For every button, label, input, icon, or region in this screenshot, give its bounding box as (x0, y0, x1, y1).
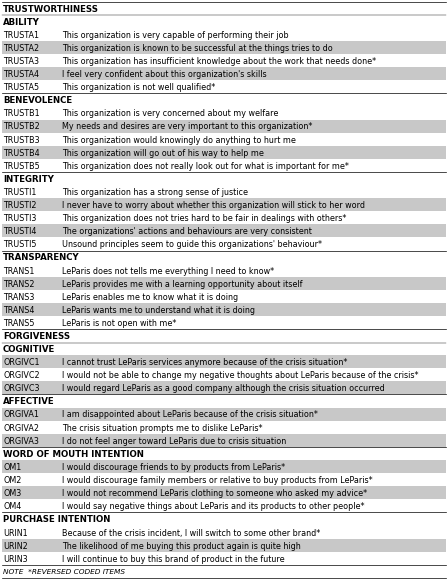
Text: This organization has insufficient knowledge about the work that needs done*: This organization has insufficient knowl… (62, 57, 376, 66)
Text: TRANS1: TRANS1 (3, 267, 34, 276)
Text: TRUSTI3: TRUSTI3 (3, 214, 36, 223)
Text: TRUSTB1: TRUSTB1 (3, 110, 40, 118)
Text: This organization is very concerned about my welfare: This organization is very concerned abou… (62, 110, 278, 118)
Text: ORGIVA2: ORGIVA2 (3, 423, 39, 433)
Bar (2, 461, 446, 473)
Bar (2, 539, 446, 552)
Text: The crisis situation prompts me to dislike LeParis*: The crisis situation prompts me to disli… (62, 423, 262, 433)
Text: This organization does not tries hard to be fair in dealings with others*: This organization does not tries hard to… (62, 214, 346, 223)
Text: The likelihood of me buying this product again is quite high: The likelihood of me buying this product… (62, 542, 301, 550)
Text: OM1: OM1 (3, 463, 21, 472)
Bar (2, 224, 446, 237)
Bar (2, 146, 446, 159)
Text: This organization is not well qualified*: This organization is not well qualified* (62, 83, 215, 92)
Text: OM4: OM4 (3, 502, 21, 511)
Text: TRUSTA3: TRUSTA3 (3, 57, 39, 66)
Text: BENEVOLENCE: BENEVOLENCE (3, 96, 72, 105)
Text: LeParis wants me to understand what it is doing: LeParis wants me to understand what it i… (62, 306, 255, 315)
Bar (2, 120, 446, 133)
Text: I would not be able to change my negative thoughts about LeParis because of the : I would not be able to change my negativ… (62, 371, 418, 380)
Text: This organization has a strong sense of justice: This organization has a strong sense of … (62, 188, 248, 197)
Text: I am disappointed about LeParis because of the crisis situation*: I am disappointed about LeParis because … (62, 411, 318, 419)
Text: TRUSTA1: TRUSTA1 (3, 31, 39, 40)
Text: My needs and desires are very important to this organization*: My needs and desires are very important … (62, 122, 312, 132)
Text: The organizations' actions and behaviours are very consistent: The organizations' actions and behaviour… (62, 227, 312, 236)
Text: ORGIVA3: ORGIVA3 (3, 437, 39, 445)
Text: I feel very confident about this organization's skills: I feel very confident about this organiz… (62, 70, 266, 79)
Text: I would regard LeParis as a good company although the crisis situation occurred: I would regard LeParis as a good company… (62, 384, 385, 393)
Text: I would discourage friends to by products from LeParis*: I would discourage friends to by product… (62, 463, 285, 472)
Text: URIN1: URIN1 (3, 528, 28, 538)
Text: URIN2: URIN2 (3, 542, 28, 550)
Text: TRUSTA4: TRUSTA4 (3, 70, 39, 79)
Text: TRANS2: TRANS2 (3, 280, 34, 289)
Text: TRUSTI5: TRUSTI5 (3, 240, 37, 249)
Bar (2, 356, 446, 368)
Text: I do not feel anger toward LeParis due to crisis situation: I do not feel anger toward LeParis due t… (62, 437, 286, 445)
Text: This organization is very capable of performing their job: This organization is very capable of per… (62, 31, 289, 40)
Bar (2, 408, 446, 421)
Text: I never have to worry about whether this organization will stick to her word: I never have to worry about whether this… (62, 201, 365, 210)
Text: ORGIVC1: ORGIVC1 (3, 358, 39, 367)
Text: FORGIVENESS: FORGIVENESS (3, 332, 70, 341)
Text: URIN3: URIN3 (3, 554, 28, 564)
Text: I will continue to buy this brand of product in the future: I will continue to buy this brand of pro… (62, 554, 285, 564)
Text: ABILITY: ABILITY (3, 18, 40, 27)
Text: TRUSTWORTHINESS: TRUSTWORTHINESS (3, 5, 99, 14)
Text: Because of the crisis incident, I will switch to some other brand*: Because of the crisis incident, I will s… (62, 528, 320, 538)
Text: TRANS3: TRANS3 (3, 293, 34, 302)
Text: LeParis is not open with me*: LeParis is not open with me* (62, 319, 177, 328)
Text: TRUSTA2: TRUSTA2 (3, 44, 39, 53)
Text: TRUSTB4: TRUSTB4 (3, 148, 40, 158)
Text: WORD OF MOUTH INTENTION: WORD OF MOUTH INTENTION (3, 450, 144, 459)
Text: This organization does not really look out for what is important for me*: This organization does not really look o… (62, 162, 349, 171)
Text: COGNITIVE: COGNITIVE (3, 345, 55, 354)
Bar (2, 198, 446, 212)
Bar (2, 277, 446, 290)
Text: INTEGRITY: INTEGRITY (3, 175, 54, 184)
Text: I cannot trust LeParis services anymore because of the crisis situation*: I cannot trust LeParis services anymore … (62, 358, 347, 367)
Text: ORGIVC3: ORGIVC3 (3, 384, 39, 393)
Bar (2, 434, 446, 447)
Text: TRUSTB3: TRUSTB3 (3, 136, 40, 144)
Bar (2, 67, 446, 80)
Text: Unsound principles seem to guide this organizations' behaviour*: Unsound principles seem to guide this or… (62, 240, 322, 249)
Text: PURCHASE INTENTION: PURCHASE INTENTION (3, 516, 110, 524)
Text: I would not recommend LeParis clothing to someone who asked my advice*: I would not recommend LeParis clothing t… (62, 489, 367, 498)
Text: NOTE  *REVERSED CODED ITEMS: NOTE *REVERSED CODED ITEMS (3, 569, 125, 575)
Bar (2, 41, 446, 55)
Text: OM3: OM3 (3, 489, 21, 498)
Text: This organization would knowingly do anything to hurt me: This organization would knowingly do any… (62, 136, 296, 144)
Text: TRANS5: TRANS5 (3, 319, 34, 328)
Text: ORGIVA1: ORGIVA1 (3, 411, 39, 419)
Text: LeParis provides me with a learning opportunity about itself: LeParis provides me with a learning oppo… (62, 280, 303, 289)
Text: AFFECTIVE: AFFECTIVE (3, 397, 55, 406)
Text: TRUSTI1: TRUSTI1 (3, 188, 36, 197)
Text: TRANS4: TRANS4 (3, 306, 34, 315)
Text: This organization will go out of his way to help me: This organization will go out of his way… (62, 148, 264, 158)
Text: I would discourage family members or relative to buy products from LeParis*: I would discourage family members or rel… (62, 476, 373, 485)
Text: I would say negative things about LeParis and its products to other people*: I would say negative things about LePari… (62, 502, 364, 511)
Text: TRUSTB5: TRUSTB5 (3, 162, 40, 171)
Text: TRUSTB2: TRUSTB2 (3, 122, 40, 132)
Text: OM2: OM2 (3, 476, 21, 485)
Text: LeParis does not tells me everything I need to know*: LeParis does not tells me everything I n… (62, 267, 274, 276)
Text: This organization is known to be successful at the things tries to do: This organization is known to be success… (62, 44, 333, 53)
Text: TRUSTA5: TRUSTA5 (3, 83, 39, 92)
Text: TRUSTI2: TRUSTI2 (3, 201, 37, 210)
Bar (2, 487, 446, 499)
Bar (2, 303, 446, 316)
Bar (2, 382, 446, 394)
Text: TRANSPARENCY: TRANSPARENCY (3, 253, 80, 262)
Text: LeParis enables me to know what it is doing: LeParis enables me to know what it is do… (62, 293, 238, 302)
Text: ORGIVC2: ORGIVC2 (3, 371, 40, 380)
Text: TRUSTI4: TRUSTI4 (3, 227, 36, 236)
